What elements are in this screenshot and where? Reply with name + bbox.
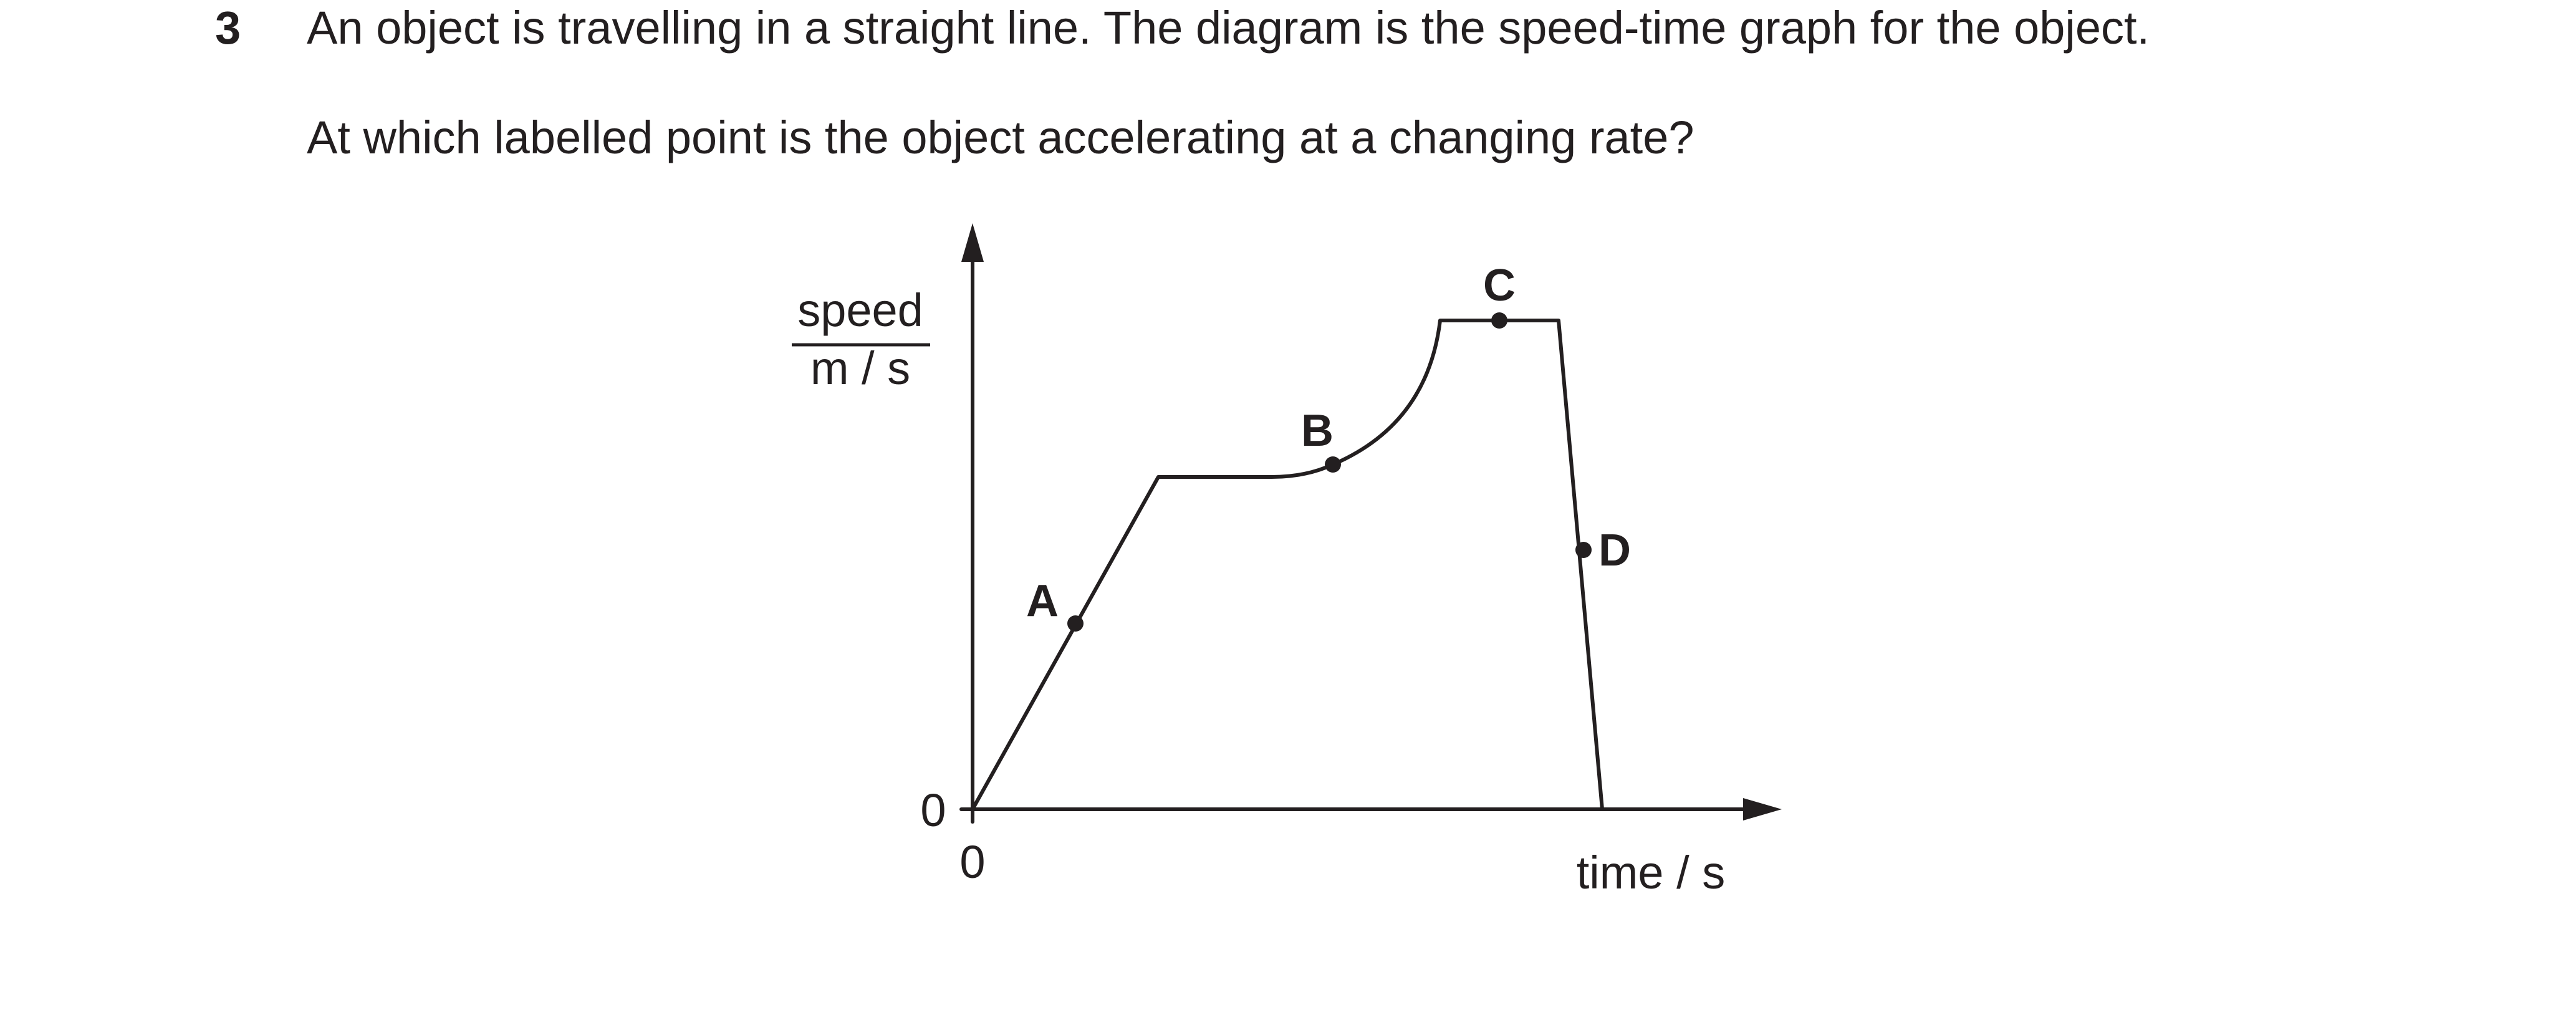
y-axis-arrowhead xyxy=(961,223,984,262)
y-axis-label-numerator: speed xyxy=(797,284,923,336)
question-number: 3 xyxy=(215,2,241,54)
point-d-marker xyxy=(1575,542,1592,558)
point-b-marker xyxy=(1325,456,1341,473)
x-origin-label: 0 xyxy=(959,836,985,888)
point-d-label: D xyxy=(1598,526,1631,575)
point-c-marker xyxy=(1491,312,1507,329)
y-axis-label-denominator: m / s xyxy=(810,342,910,394)
y-origin-label: 0 xyxy=(920,784,946,836)
point-b-label: B xyxy=(1301,406,1334,456)
point-a-marker xyxy=(1067,615,1084,632)
x-axis-arrowhead xyxy=(1743,798,1782,820)
point-c-label: C xyxy=(1483,261,1516,310)
question-prompt: At which labelled point is the object ac… xyxy=(307,112,1694,163)
x-axis-label: time / s xyxy=(1577,847,1725,898)
graph-line xyxy=(971,319,1604,811)
point-a-label: A xyxy=(1026,576,1059,626)
question-stem: An object is travelling in a straight li… xyxy=(307,2,2150,54)
